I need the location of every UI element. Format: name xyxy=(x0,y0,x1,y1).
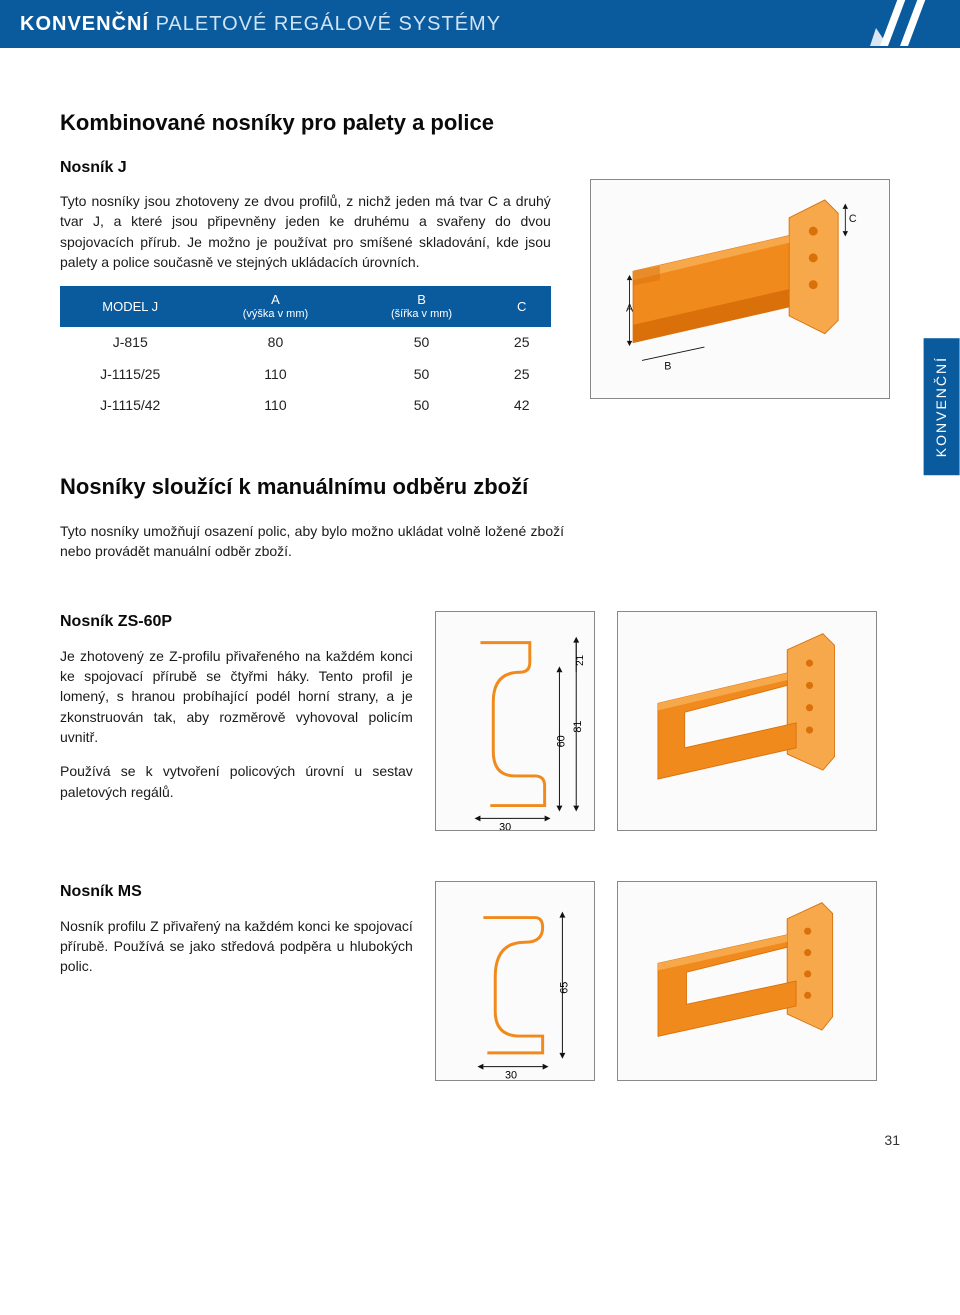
section1-subtitle: Nosník J xyxy=(60,157,551,179)
section-zs60p: Nosník ZS-60P Je zhotovený ze Z-profilu … xyxy=(60,611,900,831)
section-combined-beams: Kombinované nosníky pro palety a police … xyxy=(60,108,900,422)
dim-top: 21 xyxy=(575,655,586,666)
dim-h2: 81 xyxy=(572,720,584,732)
header-light: PALETOVÉ REGÁLOVÉ SYSTÉMY xyxy=(156,13,501,35)
section4-body: Nosník profilu Z přivařený na každém kon… xyxy=(60,916,413,977)
brand-logo-icon xyxy=(870,0,940,54)
dim-w: 30 xyxy=(499,821,511,830)
dim-h: 65 xyxy=(558,981,570,993)
side-tab: KONVENČNÍ xyxy=(924,338,960,475)
table-row: J-815 80 50 25 xyxy=(60,327,551,359)
section3-title: Nosník ZS-60P xyxy=(60,611,413,633)
section4-title: Nosník MS xyxy=(60,881,413,903)
section2-title: Nosníky sloužící k manuálnímu odběru zbo… xyxy=(60,472,900,503)
section2-body: Tyto nosníky umožňují osazení polic, aby… xyxy=(60,521,564,562)
section-ms: Nosník MS Nosník profilu Z přivařený na … xyxy=(60,881,900,1081)
ms-profile-drawing: 30 65 xyxy=(435,881,595,1081)
nosnik-j-illustration: A B C xyxy=(590,179,890,399)
model-j-table: MODEL J A (výška v mm) B (šířka v mm) xyxy=(60,286,551,422)
zs60p-illustration xyxy=(617,611,877,831)
col-c: C xyxy=(493,286,551,327)
section1-title: Kombinované nosníky pro palety a police xyxy=(60,108,900,139)
dim-label-b: B xyxy=(665,361,672,373)
table-row: J-1115/42 110 50 42 xyxy=(60,390,551,422)
col-a: A (výška v mm) xyxy=(200,286,350,327)
dim-h1: 60 xyxy=(555,735,567,747)
table-row: J-1115/25 110 50 25 xyxy=(60,359,551,391)
ms-illustration xyxy=(617,881,877,1081)
section3-body1: Je zhotovený ze Z-profilu přivařeného na… xyxy=(60,646,413,747)
col-b: B (šířka v mm) xyxy=(350,286,492,327)
dim-w: 30 xyxy=(505,1069,517,1080)
zs60p-profile-drawing: 30 60 81 21 xyxy=(435,611,595,831)
section3-body2: Používá se k vytvoření policových úrovní… xyxy=(60,761,413,802)
page-number: 31 xyxy=(60,1131,900,1151)
page-header-band: KONVENČNÍ PALETOVÉ REGÁLOVÉ SYSTÉMY xyxy=(0,0,960,48)
section1-body: Tyto nosníky jsou zhotoveny ze dvou prof… xyxy=(60,191,551,272)
dim-label-c: C xyxy=(849,213,857,225)
section-manual-picking: Nosníky sloužící k manuálnímu odběru zbo… xyxy=(60,472,900,561)
col-model: MODEL J xyxy=(60,286,200,327)
header-bold: KONVENČNÍ xyxy=(20,13,149,35)
